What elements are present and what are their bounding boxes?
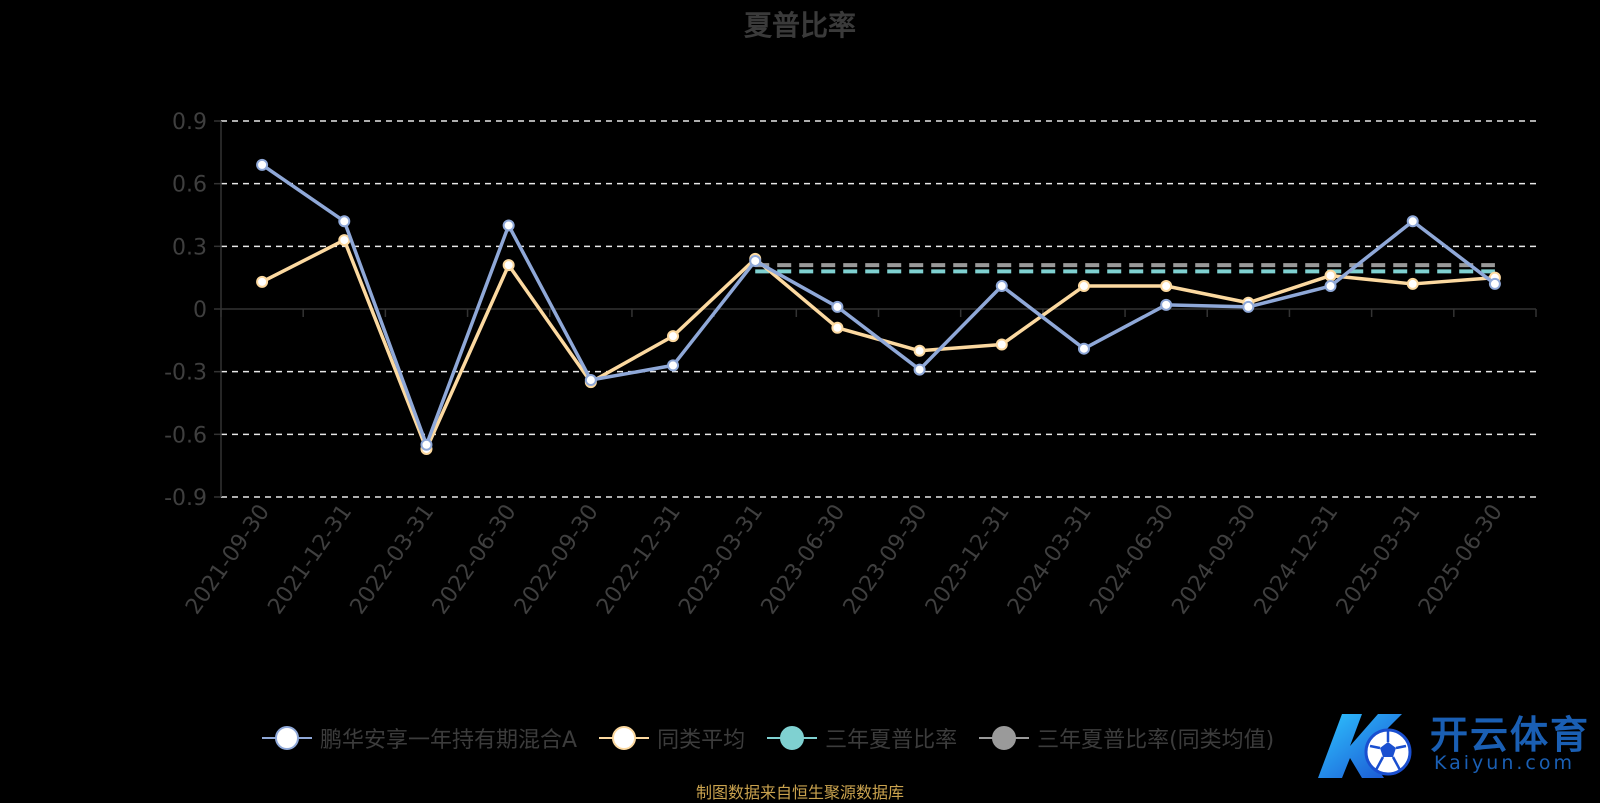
data-point — [995, 338, 1008, 351]
watermark-text-cn: 开云体育 — [1430, 713, 1591, 757]
x-tick-label: 2022-03-31 — [346, 500, 440, 619]
data-point — [1324, 269, 1337, 282]
data-point — [1077, 342, 1090, 355]
x-tick-label: 2021-09-30 — [181, 500, 275, 619]
data-point — [913, 344, 926, 357]
x-tick-label: 2024-06-30 — [1085, 500, 1179, 619]
x-tick-label: 2022-12-31 — [592, 500, 686, 619]
y-tick-label: 0.3 — [172, 235, 207, 260]
watermark-logo: 开云体育 Kaiyun.com — [1312, 700, 1600, 790]
data-point — [1406, 215, 1419, 228]
axis-layer: 0.9 0.6 0.3 0 -0.3 -0.6 -0.92021-09-302021-12-… — [164, 110, 1537, 619]
data-point — [1160, 280, 1173, 293]
y-tick-label: -0.6 — [164, 423, 207, 448]
data-point — [584, 374, 597, 387]
y-tick-label: -0.9 — [164, 486, 207, 511]
data-point — [667, 330, 680, 343]
legend-label: 鹏华安享一年持有期混合A — [320, 728, 578, 753]
legend-label: 同类平均 — [657, 728, 746, 753]
legend-label: 三年夏普比率(同类均值) — [1037, 728, 1275, 753]
x-tick-label: 2023-12-31 — [921, 500, 1015, 619]
data-point — [256, 158, 269, 171]
y-tick-label: 0 — [193, 298, 207, 323]
x-tick-label: 2024-09-30 — [1167, 500, 1261, 619]
data-point — [1077, 280, 1090, 293]
legend-marker-icon — [979, 725, 1030, 751]
series-layer — [256, 158, 1501, 455]
x-tick-label: 2024-03-31 — [1003, 500, 1097, 619]
x-tick-label: 2023-09-30 — [839, 500, 933, 619]
data-point — [256, 275, 269, 288]
data-point — [831, 321, 844, 334]
x-tick-label: 2022-09-30 — [510, 500, 604, 619]
data-point — [420, 438, 433, 451]
data-point — [1406, 277, 1419, 290]
data-point — [1488, 277, 1501, 290]
footer-note: 制图数据来自恒生聚源数据库 — [695, 783, 904, 802]
y-tick-label: -0.3 — [164, 361, 207, 386]
data-point — [831, 300, 844, 313]
x-tick-label: 2025-03-31 — [1332, 500, 1426, 619]
data-point — [502, 259, 515, 272]
x-tick-label: 2023-03-31 — [674, 500, 768, 619]
data-point — [913, 363, 926, 376]
soccer-ball-icon — [1318, 714, 1412, 778]
data-point — [1242, 300, 1255, 313]
legend-item-three-year-sharpe[interactable]: 三年夏普比率 — [767, 718, 957, 758]
legend-marker-icon — [767, 725, 818, 751]
legend-item-three-year-sharpe-peer[interactable]: 三年夏普比率(同类均值) — [979, 718, 1274, 758]
legend-item-fund[interactable]: 鹏华安享一年持有期混合A — [262, 718, 577, 758]
data-point — [1324, 280, 1337, 293]
data-point — [338, 215, 351, 228]
x-tick-label: 2021-12-31 — [263, 500, 357, 619]
x-tick-label: 2024-12-31 — [1250, 500, 1344, 619]
legend-label: 三年夏普比率 — [825, 728, 958, 753]
data-point — [995, 280, 1008, 293]
data-point — [749, 254, 762, 267]
y-tick-label: 0.6 — [172, 173, 207, 198]
x-tick-label: 2023-06-30 — [757, 500, 851, 619]
legend-marker-icon — [262, 725, 312, 751]
data-point — [667, 359, 680, 372]
chart-title: 夏普比率 — [743, 9, 856, 42]
data-point — [502, 219, 515, 232]
x-tick-label: 2025-06-30 — [1414, 500, 1508, 619]
data-point — [338, 234, 351, 247]
watermark-text-en: Kaiyun.com — [1434, 752, 1575, 774]
legend: 鹏华安享一年持有期混合A 同类平均 三年夏普比率 三年夏普比率(同类均值) — [262, 718, 1296, 758]
series-line-0 — [261, 163, 1496, 447]
legend-marker-icon — [599, 725, 650, 751]
x-tick-label: 2022-06-30 — [428, 500, 522, 619]
y-tick-label: 0.9 — [172, 110, 207, 135]
data-point — [1160, 298, 1173, 311]
legend-item-peer-average[interactable]: 同类平均 — [599, 718, 745, 758]
